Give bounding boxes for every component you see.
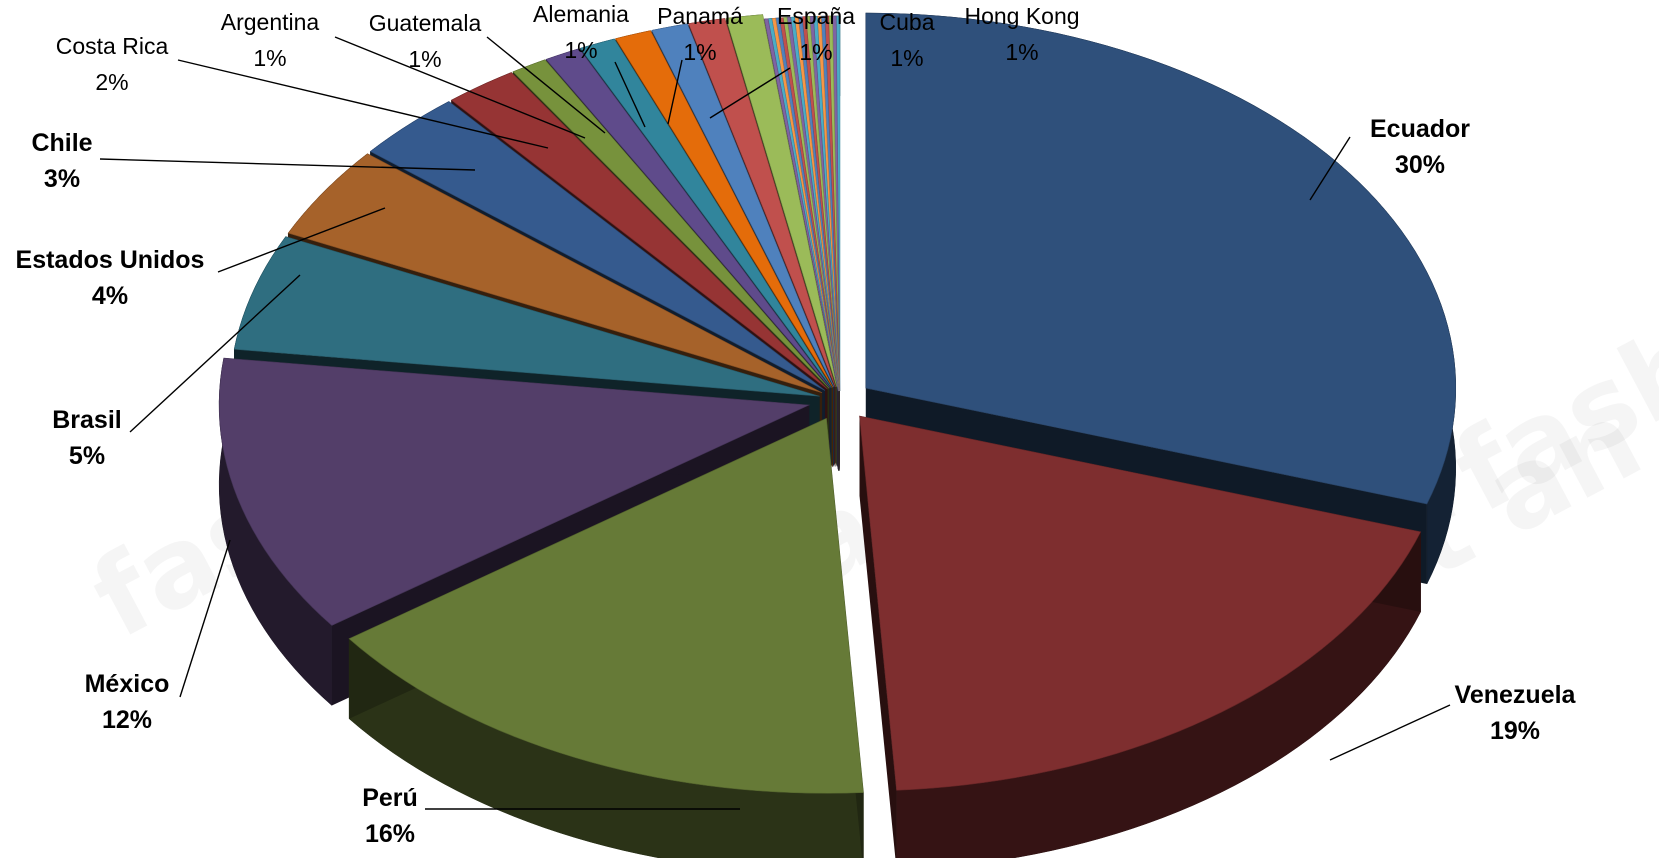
slice-wall-venezuela-1 [859, 416, 897, 858]
slice-top-espana [651, 23, 835, 388]
leader-lines [99, 36, 1451, 810]
data-label-mexico: México 12% [85, 670, 170, 734]
label-name-guatemala: Guatemala [369, 10, 482, 36]
data-label-chile: Chile 3% [31, 129, 92, 193]
slice-top-other-0 [763, 18, 839, 392]
label-name-argentina: Argentina [221, 9, 320, 35]
data-label-estados-unidos: Estados Unidos 4% [16, 246, 205, 310]
data-label-argentina: Argentina 1% [221, 9, 320, 71]
data-label-guatemala: Guatemala 1% [369, 10, 482, 72]
leader-line-chile [99, 158, 476, 171]
leader-line-alemania [614, 61, 646, 128]
data-label-panama: Panamá 1% [657, 3, 743, 65]
slice-top-argentina [512, 59, 830, 389]
label-pct-alemania: 1% [564, 37, 597, 63]
data-labels: Ecuador 30% Venezuela 19% Perú 16% México 12% Br… [16, 1, 1577, 848]
data-label-venezuela: Venezuela 19% [1455, 681, 1577, 745]
slice-top-peru [348, 417, 864, 794]
slice-top-brasil [233, 236, 820, 397]
data-label-alemania: Alemania 1% [533, 1, 629, 63]
label-pct-costa-rica: 2% [95, 69, 128, 95]
label-name-cuba: Cuba [880, 9, 935, 35]
label-name-ecuador: Ecuador [1370, 115, 1470, 143]
label-pct-mexico: 12% [102, 706, 152, 734]
label-pct-espana: 1% [799, 39, 832, 65]
label-name-espana: España [777, 3, 855, 29]
pie-slice-venezuela [859, 415, 1422, 858]
leader-line-mexico [179, 539, 231, 698]
label-pct-ecuador: 30% [1395, 151, 1445, 179]
slice-top-venezuela [859, 415, 1422, 791]
label-name-mexico: México [85, 670, 170, 698]
slice-top-chile [369, 101, 826, 391]
label-pct-cuba: 1% [890, 45, 923, 71]
slice-top-costa-rica [450, 72, 828, 390]
label-name-brasil: Brasil [52, 406, 121, 434]
slice-top-ecuador [865, 12, 1457, 505]
slice-top-mexico [218, 357, 811, 626]
data-label-ecuador: Ecuador 30% [1370, 115, 1470, 179]
label-pct-hong-kong: 1% [1005, 39, 1038, 65]
data-label-costa-rica: Costa Rica 2% [56, 33, 169, 95]
label-pct-chile: 3% [44, 165, 80, 193]
leader-line-estados-unidos [217, 207, 386, 273]
label-pct-panama: 1% [683, 39, 716, 65]
label-name-venezuela: Venezuela [1455, 681, 1577, 709]
label-pct-argentina: 1% [253, 45, 286, 71]
label-name-chile: Chile [31, 129, 92, 157]
leader-line-brasil [129, 274, 301, 433]
label-pct-brasil: 5% [69, 442, 105, 470]
label-pct-peru: 16% [365, 820, 415, 848]
slice-top-panama [615, 30, 834, 388]
leader-line-guatemala [486, 36, 606, 134]
leader-line-ecuador [1309, 136, 1351, 201]
leader-line-espana [709, 67, 791, 119]
data-label-brasil: Brasil 5% [52, 406, 121, 470]
data-label-espana: España 1% [777, 3, 855, 65]
pie-slices [218, 12, 1457, 858]
label-name-estados-unidos: Estados Unidos [16, 246, 205, 274]
slice-top-cuba [688, 18, 836, 387]
label-name-costa-rica: Costa Rica [56, 33, 169, 59]
data-label-cuba: Cuba 1% [880, 9, 935, 71]
label-name-panama: Panamá [657, 3, 743, 29]
slice-top-estados-unidos [287, 153, 823, 394]
leader-line-costa-rica [177, 59, 549, 149]
pie-slice-peru [348, 417, 864, 858]
label-name-peru: Perú [362, 784, 418, 812]
label-pct-venezuela: 19% [1490, 717, 1540, 745]
slice-top-guatemala [545, 48, 831, 389]
leader-line-panama [667, 59, 683, 125]
slice-top-alemania [579, 38, 832, 388]
data-label-hong-kong: Hong Kong 1% [964, 3, 1079, 65]
data-label-peru: Perú 16% [362, 784, 418, 848]
label-name-alemania: Alemania [533, 1, 629, 27]
label-name-hong-kong: Hong Kong [964, 3, 1079, 29]
label-pct-estados-unidos: 4% [92, 282, 128, 310]
label-pct-guatemala: 1% [408, 46, 441, 72]
leader-line-argentina [334, 36, 586, 139]
leader-line-venezuela [1329, 704, 1451, 761]
